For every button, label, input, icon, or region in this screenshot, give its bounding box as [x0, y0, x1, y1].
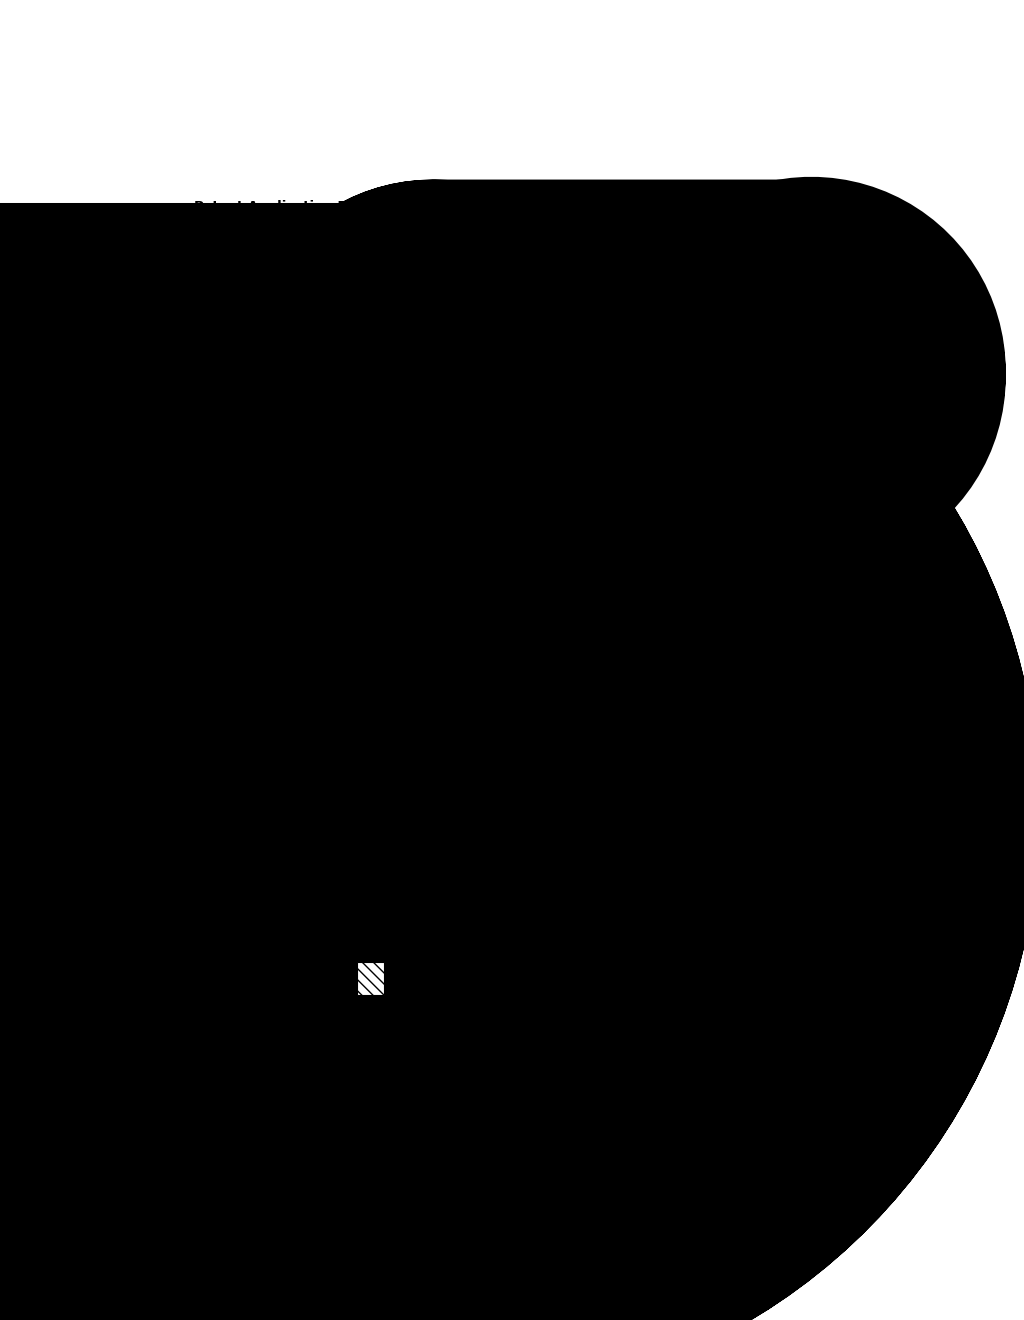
Text: Figure 9B: Figure 9B: [762, 659, 788, 813]
Text: 320: 320: [346, 263, 356, 281]
Polygon shape: [352, 751, 380, 767]
Text: 320: 320: [340, 1072, 358, 1081]
Text: 310: 310: [293, 1072, 311, 1081]
Text: 10: 10: [200, 1069, 213, 1080]
Text: Figure 9D: Figure 9D: [762, 219, 788, 375]
Bar: [597, 300, 603, 341]
Text: 210: 210: [361, 263, 372, 281]
Bar: [326, 961, 384, 995]
Text: 430: 430: [238, 710, 248, 729]
Text: 440: 440: [390, 917, 400, 936]
Text: 200: 200: [351, 917, 361, 936]
Bar: [380, 733, 586, 785]
Bar: [569, 944, 575, 1014]
Bar: [322, 569, 380, 586]
Text: 10: 10: [202, 627, 215, 638]
Bar: [558, 289, 569, 351]
Text: Figure 9C: Figure 9C: [762, 459, 788, 612]
Text: 130: 130: [338, 917, 348, 936]
Bar: [322, 293, 380, 310]
Text: US 2012/0289899 A1: US 2012/0289899 A1: [671, 199, 825, 213]
Bar: [384, 945, 450, 1011]
Text: 130: 130: [305, 383, 324, 393]
Bar: [450, 940, 527, 1016]
Polygon shape: [267, 532, 380, 586]
Text: 420: 420: [379, 702, 389, 721]
Bar: [527, 932, 539, 1024]
Text: Nov. 15, 2012: Nov. 15, 2012: [434, 199, 537, 213]
Text: Sheet 11 of 16: Sheet 11 of 16: [553, 199, 662, 213]
Text: 110: 110: [531, 917, 542, 936]
Bar: [380, 293, 558, 347]
Bar: [322, 532, 380, 549]
Polygon shape: [267, 293, 380, 347]
Bar: [326, 945, 384, 961]
Text: 210: 210: [361, 702, 372, 721]
Text: 200: 200: [377, 263, 387, 281]
Bar: [624, 739, 630, 779]
Polygon shape: [267, 945, 384, 1011]
Text: 140: 140: [334, 263, 344, 281]
Bar: [586, 729, 596, 789]
Bar: [322, 549, 380, 569]
Bar: [322, 330, 380, 347]
Bar: [380, 532, 558, 586]
Bar: [558, 528, 569, 590]
Text: Figure 9A: Figure 9A: [762, 895, 788, 1047]
Text: 450: 450: [449, 917, 459, 936]
Bar: [322, 748, 380, 770]
Text: Patent Application Publication: Patent Application Publication: [194, 199, 422, 213]
Text: 110: 110: [555, 263, 565, 281]
Bar: [326, 995, 384, 1011]
Text: 200: 200: [588, 477, 598, 496]
Polygon shape: [352, 552, 380, 566]
Bar: [322, 770, 380, 785]
Polygon shape: [337, 310, 380, 330]
Bar: [597, 539, 603, 579]
Polygon shape: [267, 733, 380, 785]
Bar: [322, 310, 380, 330]
Bar: [322, 733, 380, 748]
Bar: [442, 741, 456, 777]
Bar: [356, 961, 384, 995]
